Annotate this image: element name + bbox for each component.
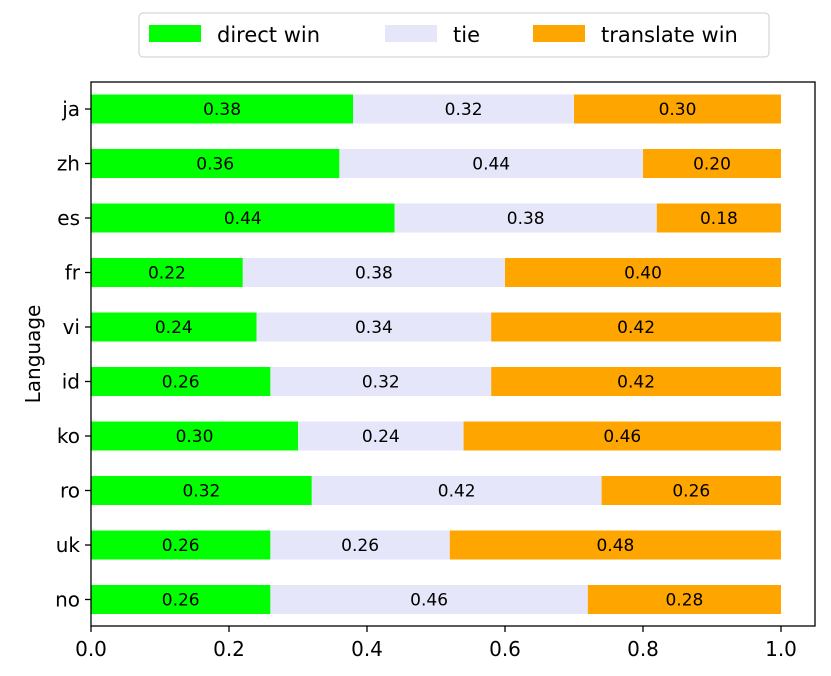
bar-no-tie: [270, 585, 588, 614]
y-axis: ja zh es fr vi id ko ro uk no: [55, 97, 91, 612]
legend-label-direct-win: direct win: [217, 23, 320, 47]
bar-label-es-tie: 0.38: [507, 209, 545, 229]
bar-label-es-direct-win: 0.44: [224, 209, 262, 229]
bar-label-vi-direct-win: 0.24: [155, 318, 193, 338]
x-tick-label: 0.4: [351, 637, 383, 661]
bar-uk-tie: [270, 530, 450, 560]
plot-frame: [90, 81, 816, 627]
bar-uk-translate-win: [449, 530, 781, 560]
bar-ja-direct-win: [91, 94, 354, 124]
bar-label-fr-direct-win: 0.22: [148, 264, 186, 284]
bar-label-ro-direct-win: 0.32: [182, 482, 220, 502]
bar-label-ja-direct-win: 0.38: [203, 100, 241, 120]
bar-label-id-tie: 0.32: [362, 373, 400, 393]
bar-es-tie: [394, 203, 657, 233]
bar-label-no-tie: 0.46: [410, 591, 448, 611]
bar-label-zh-direct-win: 0.36: [196, 155, 234, 175]
bar-label-ja-tie: 0.32: [445, 100, 483, 120]
bar-vi-direct-win: [91, 312, 257, 342]
bar-ko-tie: [298, 421, 464, 451]
y-tick-label: no: [55, 588, 80, 612]
bar-vi-translate-win: [491, 312, 781, 342]
bar-label-ko-tie: 0.24: [362, 427, 400, 447]
bar-uk-direct-win: [91, 530, 271, 560]
y-tick-label: ko: [57, 424, 80, 448]
bar-label-uk-translate-win: 0.48: [596, 536, 634, 556]
bar-ro-translate-win: [601, 476, 781, 505]
bar-label-no-translate-win: 0.28: [665, 591, 703, 611]
bar-no-direct-win: [91, 585, 271, 614]
bar-label-no-direct-win: 0.26: [162, 591, 200, 611]
bars: [91, 94, 781, 614]
bar-label-ja-translate-win: 0.30: [659, 100, 697, 120]
bar-id-translate-win: [491, 367, 781, 396]
legend-swatch-direct-win: [149, 25, 201, 42]
bar-label-uk-tie: 0.26: [341, 536, 379, 556]
bar-labels: 0.38 0.32 0.30 0.36 0.44 0.20 0.44 0.38 0.18 0.22…: [148, 100, 738, 611]
y-tick-label: ro: [60, 479, 80, 503]
bar-ro-direct-win: [91, 476, 312, 505]
y-tick-label: uk: [56, 533, 81, 557]
bar-label-ko-direct-win: 0.30: [176, 427, 214, 447]
bar-label-zh-translate-win: 0.20: [693, 155, 731, 175]
x-axis: 0.0 0.2 0.4 0.6 0.8 1.0: [75, 626, 797, 661]
bar-vi-tie: [256, 312, 492, 342]
bar-fr-direct-win: [91, 258, 243, 287]
legend-frame: [138, 12, 770, 58]
x-tick-label: 0.2: [213, 637, 245, 661]
bar-ja-translate-win: [574, 94, 781, 124]
bar-ro-tie: [311, 476, 602, 505]
y-tick-label: id: [62, 370, 80, 394]
legend-label-translate-win: translate win: [601, 23, 738, 47]
bar-id-direct-win: [91, 367, 271, 396]
legend-swatch-translate-win: [533, 25, 585, 42]
bar-ko-translate-win: [463, 421, 781, 451]
legend-swatch-tie: [385, 25, 437, 42]
x-tick-label: 0.6: [489, 637, 521, 661]
bar-es-direct-win: [91, 203, 395, 233]
y-axis-label: Language: [21, 305, 45, 404]
bar-label-vi-translate-win: 0.42: [617, 318, 655, 338]
bar-label-id-direct-win: 0.26: [162, 373, 200, 393]
y-tick-label: zh: [57, 152, 80, 176]
bar-label-ro-translate-win: 0.26: [672, 482, 710, 502]
bar-zh-tie: [339, 149, 643, 178]
bar-fr-tie: [242, 258, 506, 287]
bar-label-uk-direct-win: 0.26: [162, 536, 200, 556]
bar-label-ko-translate-win: 0.46: [603, 427, 641, 447]
bar-label-fr-tie: 0.38: [355, 264, 393, 284]
bar-label-ro-tie: 0.42: [438, 482, 476, 502]
y-tick-label: vi: [63, 315, 80, 339]
bar-label-es-translate-win: 0.18: [700, 209, 738, 229]
bar-label-zh-tie: 0.44: [472, 155, 510, 175]
y-tick-label: fr: [65, 261, 81, 285]
x-tick-label: 0.0: [75, 637, 107, 661]
y-tick-label: ja: [61, 97, 80, 121]
bar-label-fr-translate-win: 0.40: [624, 264, 662, 284]
x-tick-label: 1.0: [765, 637, 797, 661]
bar-ko-direct-win: [91, 421, 298, 451]
legend: direct win tie translate win: [138, 12, 770, 58]
bar-es-translate-win: [656, 203, 781, 233]
bar-no-translate-win: [587, 585, 781, 614]
bar-zh-direct-win: [91, 149, 340, 178]
bar-ja-tie: [353, 94, 574, 124]
y-tick-label: es: [57, 206, 80, 230]
bar-fr-translate-win: [505, 258, 781, 287]
x-tick-label: 0.8: [627, 637, 659, 661]
bar-label-vi-tie: 0.34: [355, 318, 393, 338]
bar-zh-translate-win: [643, 149, 781, 178]
legend-label-tie: tie: [453, 23, 480, 47]
bar-label-id-translate-win: 0.42: [617, 373, 655, 393]
bar-id-tie: [270, 367, 492, 396]
